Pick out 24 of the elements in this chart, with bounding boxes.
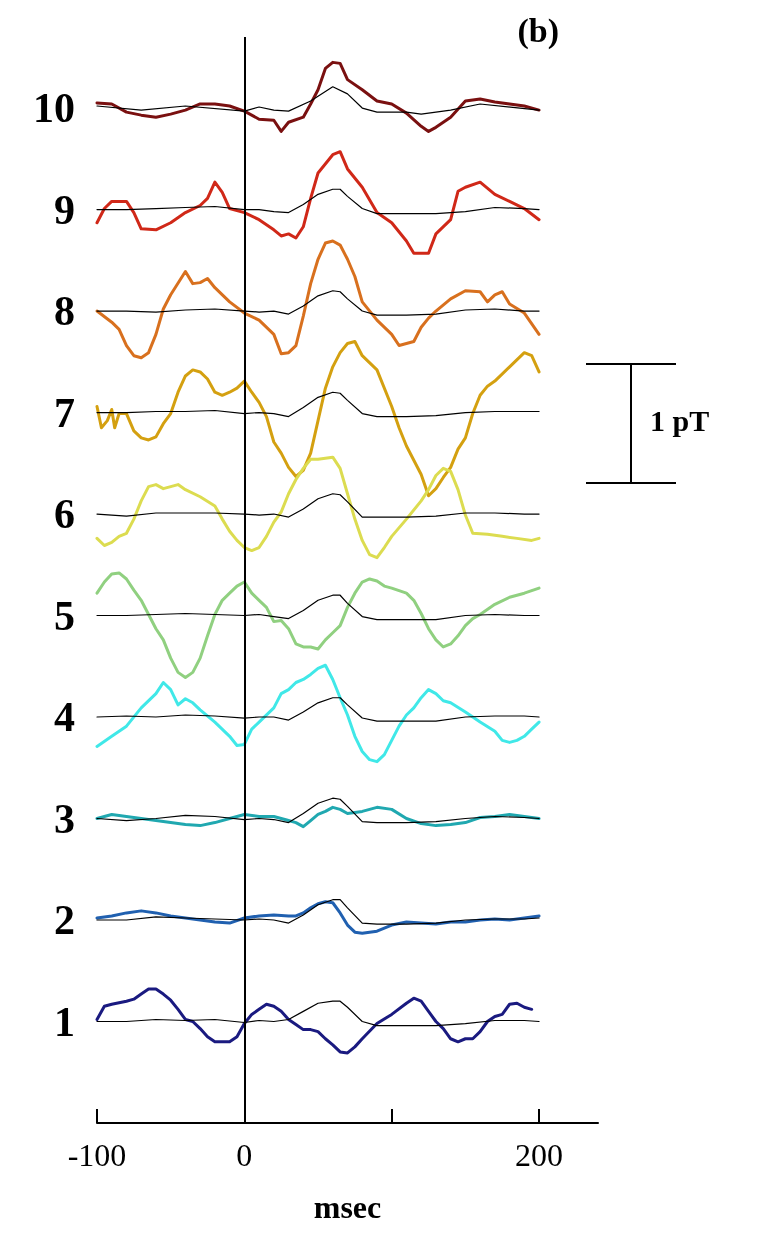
line-series xyxy=(95,663,541,764)
line-series xyxy=(95,60,541,133)
line-series xyxy=(95,987,534,1055)
x-tick-label: -100 xyxy=(67,1137,127,1173)
y-tick-label: 5 xyxy=(54,592,75,639)
line-series xyxy=(95,339,541,498)
line-series xyxy=(95,150,541,255)
y-tick-label: 8 xyxy=(54,288,75,335)
y-tick-label: 1 xyxy=(54,998,75,1045)
text: 1 pT xyxy=(650,404,710,438)
y-tick-label: 3 xyxy=(54,795,75,842)
x-tick-label: 200 xyxy=(515,1137,564,1173)
y-tick-label: 6 xyxy=(54,491,75,538)
chart-title: (b) xyxy=(517,11,560,50)
y-tick-label: 4 xyxy=(54,694,75,741)
line-series xyxy=(95,571,541,679)
line-series xyxy=(95,239,541,360)
y-tick-label: 9 xyxy=(54,186,75,233)
x-axis-title: msec xyxy=(313,1189,382,1225)
y-tick-label: 2 xyxy=(54,897,75,944)
y-tick-label: 7 xyxy=(54,389,75,436)
line-series xyxy=(95,455,541,560)
x-tick-label: 0 xyxy=(236,1137,253,1173)
y-tick-label: 10 xyxy=(33,85,75,132)
